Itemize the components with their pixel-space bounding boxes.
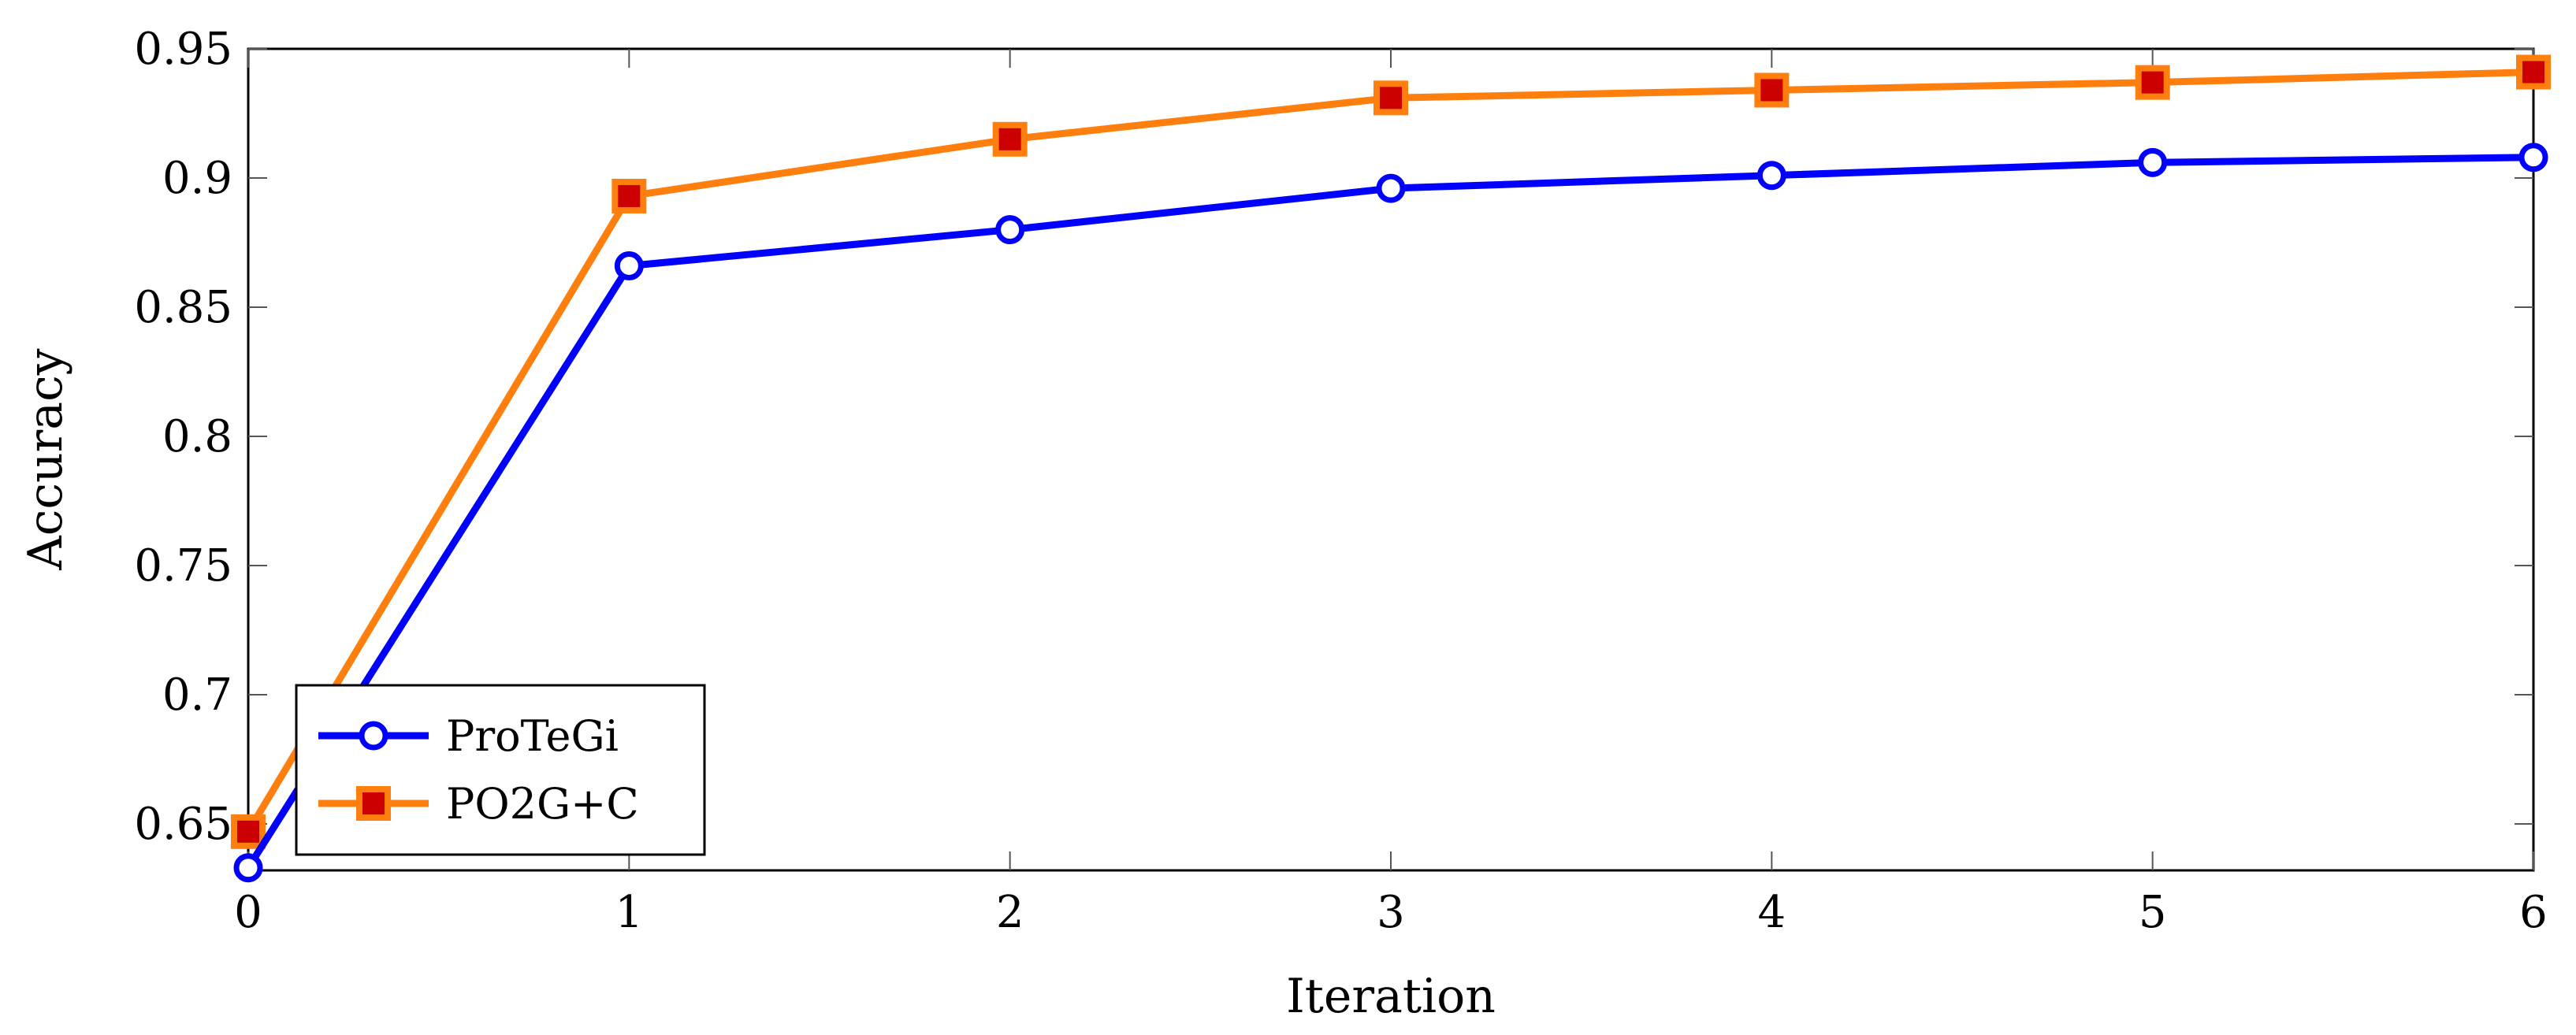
x-axis: 0 1 2 3 4 5 6 [234, 49, 2548, 938]
data-point [231, 814, 266, 849]
data-point [1754, 72, 1790, 108]
data-point [611, 178, 647, 213]
data-point [2518, 143, 2548, 172]
legend-label: ProTeGi [446, 711, 619, 761]
y-tick-label: 0.65 [134, 799, 232, 850]
x-tick-label: 2 [996, 887, 1024, 938]
data-point [992, 121, 1028, 157]
x-tick-label: 6 [2519, 887, 2548, 938]
data-point [1373, 80, 1408, 116]
data-point [2516, 54, 2551, 90]
y-tick-label: 0.85 [134, 282, 232, 333]
data-point [1376, 173, 1406, 203]
y-tick-label: 0.7 [162, 670, 232, 721]
legend-box [295, 684, 706, 856]
data-point [2138, 147, 2168, 177]
data-point [995, 215, 1025, 245]
series-layer [231, 54, 2551, 883]
x-tick-label: 3 [1377, 887, 1405, 938]
y-tick-label: 0.8 [162, 411, 232, 462]
y-axis: 0.65 0.7 0.75 0.8 0.85 0.9 0.95 [134, 24, 2533, 850]
legend-marker [359, 721, 388, 751]
data-point [2135, 65, 2170, 100]
y-tick-label: 0.9 [162, 153, 232, 204]
y-tick-label: 0.95 [134, 24, 232, 75]
x-axis-title: Iteration [1286, 969, 1496, 1024]
x-tick-label: 1 [615, 887, 644, 938]
data-point [233, 853, 263, 883]
y-tick-label: 0.75 [134, 540, 232, 592]
data-point [1756, 161, 1786, 191]
x-tick-label: 5 [2139, 887, 2167, 938]
x-tick-label: 0 [234, 887, 262, 938]
legend-marker [356, 786, 391, 821]
legend-label: PO2G+C [446, 779, 639, 829]
y-axis-title: Accuracy [18, 348, 73, 570]
x-tick-label: 4 [1758, 887, 1786, 938]
legend: ProTeGi PO2G+C [295, 684, 706, 856]
data-point [614, 251, 644, 281]
